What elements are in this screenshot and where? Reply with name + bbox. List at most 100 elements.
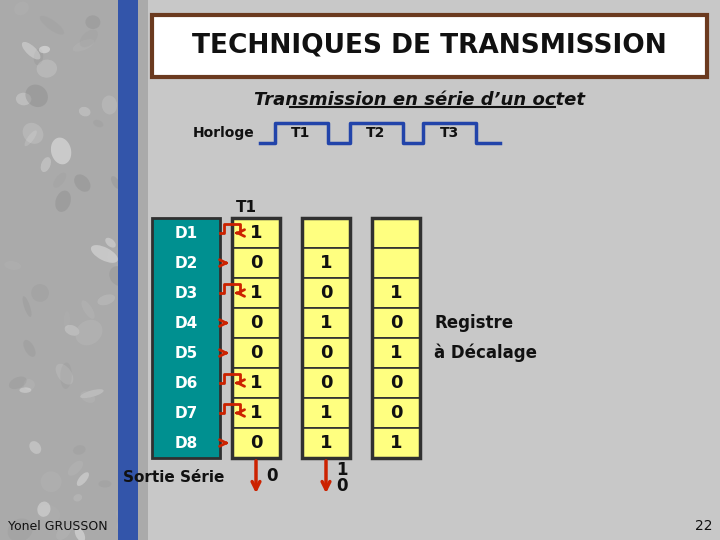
Ellipse shape xyxy=(55,364,73,384)
Ellipse shape xyxy=(25,85,48,107)
Text: D4: D4 xyxy=(174,315,197,330)
Ellipse shape xyxy=(65,325,79,336)
Bar xyxy=(372,248,420,278)
Ellipse shape xyxy=(79,107,91,117)
Bar xyxy=(302,368,350,398)
Ellipse shape xyxy=(116,510,135,531)
Ellipse shape xyxy=(16,93,32,105)
Ellipse shape xyxy=(24,130,37,146)
Ellipse shape xyxy=(105,238,116,248)
Text: 1: 1 xyxy=(250,404,262,422)
Text: 1: 1 xyxy=(320,434,332,452)
Text: 0: 0 xyxy=(250,344,262,362)
Text: 0: 0 xyxy=(250,434,262,452)
Bar xyxy=(302,248,350,278)
Ellipse shape xyxy=(39,46,50,53)
Ellipse shape xyxy=(4,261,21,270)
Text: 0: 0 xyxy=(390,314,402,332)
Ellipse shape xyxy=(93,120,104,127)
Ellipse shape xyxy=(14,2,29,15)
Bar xyxy=(372,368,420,398)
Bar xyxy=(152,218,220,458)
Ellipse shape xyxy=(107,247,126,266)
Text: 0: 0 xyxy=(390,374,402,392)
Ellipse shape xyxy=(53,173,66,188)
Text: 1: 1 xyxy=(250,224,262,242)
Bar xyxy=(232,428,280,458)
Ellipse shape xyxy=(22,296,32,317)
Ellipse shape xyxy=(9,376,27,389)
Ellipse shape xyxy=(73,494,82,502)
Ellipse shape xyxy=(31,284,49,302)
Bar xyxy=(302,428,350,458)
Text: Yonel GRUSSON: Yonel GRUSSON xyxy=(8,520,107,533)
Ellipse shape xyxy=(111,176,120,189)
Text: T2: T2 xyxy=(366,126,386,140)
Text: 0: 0 xyxy=(250,254,262,272)
Ellipse shape xyxy=(19,387,32,393)
Bar xyxy=(152,15,707,77)
Ellipse shape xyxy=(24,379,35,390)
Ellipse shape xyxy=(86,15,100,29)
Ellipse shape xyxy=(81,391,95,403)
Bar xyxy=(232,248,280,278)
Bar xyxy=(232,218,280,458)
Ellipse shape xyxy=(56,524,71,540)
Bar xyxy=(302,308,350,338)
Text: 0: 0 xyxy=(266,467,277,485)
Bar xyxy=(372,338,420,368)
Text: Horloge: Horloge xyxy=(193,126,255,140)
Text: 0: 0 xyxy=(320,344,332,362)
Bar xyxy=(232,338,280,368)
Text: 1: 1 xyxy=(320,254,332,272)
Ellipse shape xyxy=(41,157,51,172)
Ellipse shape xyxy=(40,471,61,492)
Text: 0: 0 xyxy=(390,404,402,422)
Bar xyxy=(372,218,420,458)
Text: D6: D6 xyxy=(174,375,198,390)
Text: Transmission en série d’un octet: Transmission en série d’un octet xyxy=(254,91,585,109)
Text: 1: 1 xyxy=(250,284,262,302)
Bar xyxy=(372,308,420,338)
Ellipse shape xyxy=(73,39,94,51)
Text: 22: 22 xyxy=(695,519,712,533)
Ellipse shape xyxy=(8,518,32,540)
Text: T3: T3 xyxy=(439,126,459,140)
Bar xyxy=(302,278,350,308)
Ellipse shape xyxy=(109,266,128,286)
Text: 1: 1 xyxy=(320,404,332,422)
Ellipse shape xyxy=(23,340,35,357)
Ellipse shape xyxy=(80,30,98,48)
Bar xyxy=(118,0,138,540)
Ellipse shape xyxy=(99,480,112,488)
Ellipse shape xyxy=(68,461,83,476)
Text: 1: 1 xyxy=(390,434,402,452)
Bar xyxy=(372,428,420,458)
Text: 1: 1 xyxy=(320,314,332,332)
Bar xyxy=(302,218,350,248)
Ellipse shape xyxy=(121,473,126,484)
Bar xyxy=(0,0,148,540)
Text: 1: 1 xyxy=(390,344,402,362)
Bar xyxy=(372,398,420,428)
Ellipse shape xyxy=(81,300,95,319)
Ellipse shape xyxy=(123,217,130,227)
Ellipse shape xyxy=(22,123,43,144)
Ellipse shape xyxy=(37,504,60,522)
Bar xyxy=(372,218,420,248)
Text: D2: D2 xyxy=(174,255,198,271)
Text: Sortie Série: Sortie Série xyxy=(122,470,224,485)
Bar xyxy=(302,338,350,368)
Bar xyxy=(232,218,280,248)
Text: 0: 0 xyxy=(336,477,348,495)
Text: Registre
à Décalage: Registre à Décalage xyxy=(434,314,537,362)
Text: T1: T1 xyxy=(292,126,311,140)
Text: 0: 0 xyxy=(320,374,332,392)
Ellipse shape xyxy=(22,42,40,59)
Ellipse shape xyxy=(80,389,104,398)
Text: D8: D8 xyxy=(174,435,197,450)
Ellipse shape xyxy=(118,298,127,310)
Text: D5: D5 xyxy=(174,346,197,361)
Bar xyxy=(232,398,280,428)
Ellipse shape xyxy=(60,362,72,389)
